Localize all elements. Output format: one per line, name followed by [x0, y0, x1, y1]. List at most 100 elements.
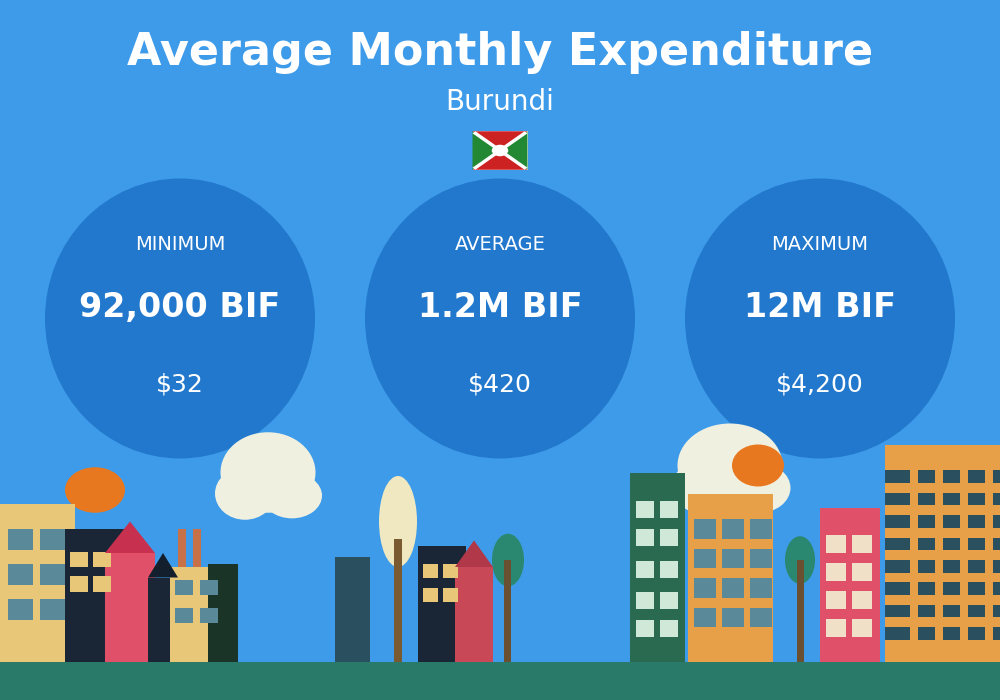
Polygon shape: [473, 132, 528, 150]
Bar: [636, 592, 654, 609]
Bar: [826, 563, 846, 581]
Bar: [826, 591, 846, 609]
Bar: [722, 608, 744, 627]
Ellipse shape: [65, 468, 125, 512]
Bar: [0, 504, 75, 662]
Bar: [935, 444, 943, 662]
Polygon shape: [473, 150, 528, 170]
Bar: [910, 444, 918, 662]
Bar: [0, 662, 1000, 700]
Bar: [885, 582, 1000, 595]
Bar: [885, 538, 1000, 550]
Bar: [694, 519, 716, 539]
Bar: [826, 619, 846, 637]
Bar: [8, 564, 33, 584]
Polygon shape: [473, 132, 528, 170]
Bar: [660, 561, 678, 578]
Bar: [797, 560, 804, 661]
Polygon shape: [473, 132, 500, 170]
Bar: [885, 627, 1000, 640]
Bar: [8, 528, 33, 550]
Bar: [423, 588, 438, 602]
Bar: [636, 561, 654, 578]
Bar: [40, 564, 65, 584]
Bar: [694, 608, 716, 627]
Bar: [93, 576, 111, 592]
Bar: [852, 591, 872, 609]
Text: Average Monthly Expenditure: Average Monthly Expenditure: [127, 31, 873, 74]
Ellipse shape: [215, 468, 275, 519]
Bar: [636, 501, 654, 518]
Bar: [423, 564, 438, 577]
Bar: [885, 470, 1000, 483]
Ellipse shape: [45, 178, 315, 458]
Text: $420: $420: [468, 373, 532, 397]
Bar: [504, 560, 511, 661]
Polygon shape: [148, 553, 178, 578]
Bar: [722, 549, 744, 568]
Text: MAXIMUM: MAXIMUM: [772, 235, 868, 255]
Text: 12M BIF: 12M BIF: [744, 291, 896, 325]
Bar: [885, 493, 1000, 505]
Bar: [750, 549, 772, 568]
Text: AVERAGE: AVERAGE: [455, 235, 545, 255]
Polygon shape: [105, 522, 155, 553]
Bar: [193, 528, 201, 567]
Polygon shape: [473, 132, 528, 170]
Bar: [455, 567, 493, 661]
Bar: [852, 619, 872, 637]
Bar: [443, 588, 458, 602]
Ellipse shape: [492, 533, 524, 587]
Bar: [443, 564, 458, 577]
Ellipse shape: [732, 444, 784, 486]
Bar: [178, 528, 186, 567]
Bar: [105, 553, 155, 662]
Bar: [852, 535, 872, 553]
Bar: [70, 552, 88, 567]
Bar: [70, 576, 88, 592]
Ellipse shape: [492, 145, 508, 156]
Ellipse shape: [785, 536, 815, 584]
Text: Burundi: Burundi: [446, 88, 554, 116]
Bar: [8, 598, 33, 620]
Bar: [694, 578, 716, 598]
Ellipse shape: [379, 476, 417, 567]
Ellipse shape: [365, 178, 635, 458]
Text: $4,200: $4,200: [776, 373, 864, 397]
Bar: [170, 567, 215, 661]
Bar: [473, 132, 528, 170]
Bar: [630, 473, 685, 662]
Bar: [418, 546, 466, 662]
Bar: [885, 560, 1000, 573]
Bar: [852, 563, 872, 581]
Ellipse shape: [220, 432, 316, 512]
Bar: [175, 580, 193, 595]
Bar: [200, 580, 218, 595]
Bar: [750, 608, 772, 627]
Bar: [722, 519, 744, 539]
Text: $32: $32: [156, 373, 204, 397]
Text: MINIMUM: MINIMUM: [135, 235, 225, 255]
Bar: [93, 552, 111, 567]
Bar: [40, 598, 65, 620]
Ellipse shape: [685, 178, 955, 458]
Bar: [660, 620, 678, 637]
Bar: [820, 508, 880, 662]
Bar: [750, 578, 772, 598]
Bar: [694, 549, 716, 568]
Bar: [175, 608, 193, 623]
Bar: [722, 578, 744, 598]
Bar: [826, 535, 846, 553]
Bar: [885, 515, 1000, 528]
Bar: [148, 578, 178, 662]
Bar: [660, 592, 678, 609]
Bar: [750, 519, 772, 539]
Bar: [208, 564, 238, 661]
Bar: [660, 529, 678, 546]
Bar: [65, 528, 125, 662]
Polygon shape: [455, 540, 493, 567]
Bar: [885, 605, 1000, 617]
Bar: [200, 608, 218, 623]
Ellipse shape: [726, 463, 790, 513]
Ellipse shape: [678, 424, 782, 508]
